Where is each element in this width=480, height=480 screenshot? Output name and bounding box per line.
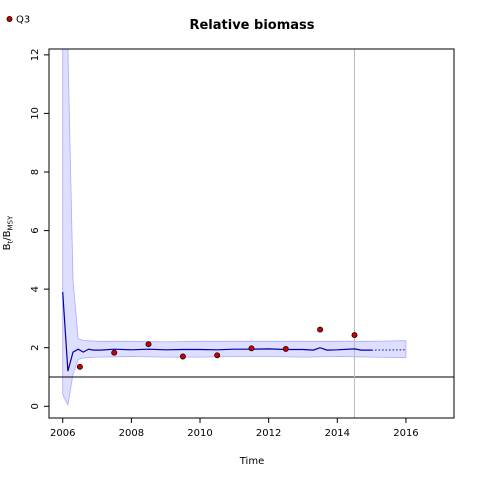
y-axis-title-sep: /B — [2, 230, 13, 240]
data-point-q3 — [145, 341, 152, 348]
data-point-q3 — [317, 326, 324, 333]
x-tick-label: 2016 — [393, 428, 418, 439]
x-tick-label: 2014 — [325, 428, 350, 439]
y-tick-label: 6 — [30, 227, 41, 233]
legend-label-q3: Q3 — [16, 15, 30, 26]
x-tick-label: 2012 — [256, 428, 281, 439]
y-axis-title-sub1: t — [7, 240, 15, 243]
data-point-q3 — [76, 363, 83, 370]
data-point-q3 — [282, 345, 289, 352]
x-axis-title: Time — [239, 456, 264, 467]
y-axis-title-sub2: MSY — [7, 215, 15, 230]
x-tick-label: 2008 — [119, 428, 144, 439]
reference-lines-layer — [49, 49, 454, 418]
x-tick-label: 2010 — [187, 428, 212, 439]
data-point-q3 — [214, 352, 221, 359]
plot-frame — [48, 48, 455, 419]
y-axis-title-main: B — [2, 243, 13, 250]
confidence-band-layer — [62, 48, 407, 407]
y-tick-label: 8 — [30, 169, 41, 175]
legend-marker-q3 — [6, 16, 13, 22]
y-axis-title: Bt/BMSY — [2, 215, 15, 250]
confidence-band — [62, 48, 407, 407]
legend: Q3 — [6, 15, 30, 26]
y-tick-label: 2 — [30, 345, 41, 351]
y-tick-label: 10 — [30, 107, 41, 120]
data-point-q3 — [111, 349, 118, 356]
y-axis: 0 2 4 6 8 10 12 — [30, 48, 49, 409]
y-tick-label: 12 — [30, 48, 41, 61]
y-tick-label: 0 — [30, 403, 41, 409]
x-axis: 2006 2008 2010 2012 2014 2016 — [50, 418, 419, 439]
y-tick-label: 4 — [30, 286, 41, 292]
chart-title: Relative biomass — [189, 18, 314, 33]
estimate-line — [62, 292, 372, 372]
x-tick-label: 2006 — [50, 428, 75, 439]
estimate-line-layer — [62, 292, 406, 372]
data-point-q3 — [179, 353, 186, 360]
observation-points-layer — [76, 326, 358, 370]
data-point-q3 — [248, 345, 255, 352]
data-point-q3 — [351, 332, 358, 339]
